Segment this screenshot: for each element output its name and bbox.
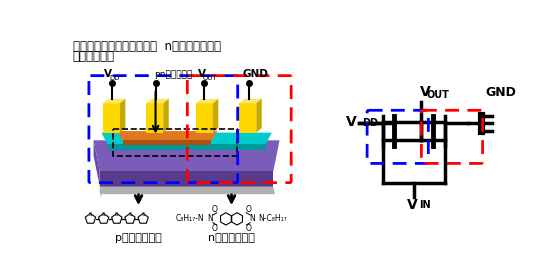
Polygon shape [239,99,262,103]
Text: DD: DD [109,75,119,81]
Polygon shape [107,144,266,150]
Text: C₈H₁₇-N: C₈H₁₇-N [176,214,205,223]
Polygon shape [100,186,275,194]
Text: p型有機半導体: p型有機半導体 [115,233,162,243]
Polygon shape [196,99,218,103]
Text: GND: GND [486,86,516,99]
Text: N: N [250,214,255,223]
Polygon shape [146,103,163,133]
Polygon shape [101,133,272,144]
Polygon shape [100,171,273,186]
Text: IN: IN [419,200,431,209]
Polygon shape [100,186,101,198]
Polygon shape [103,103,120,133]
Text: アンチ・アンバイポーラー  n型トランジスタ: アンチ・アンバイポーラー n型トランジスタ [73,40,221,53]
Text: V: V [420,85,431,99]
Polygon shape [146,99,169,103]
Text: OUT: OUT [203,75,218,81]
Text: GND: GND [243,69,268,79]
Text: S: S [128,212,132,217]
Polygon shape [196,103,213,133]
Text: V: V [198,69,206,79]
Text: N-C₈H₁₇: N-C₈H₁₇ [258,214,287,223]
Text: O: O [246,224,251,233]
Polygon shape [123,140,211,145]
Bar [113,129,237,156]
Text: O: O [212,224,217,233]
Polygon shape [239,103,256,133]
Text: S: S [115,212,119,217]
Text: S: S [102,212,106,217]
Polygon shape [117,131,218,140]
Text: OUT: OUT [427,90,450,100]
Text: V: V [104,69,112,79]
Text: S: S [141,212,145,217]
Text: n型有機半導体: n型有機半導体 [208,233,255,243]
Polygon shape [103,99,125,103]
Text: N: N [208,214,213,223]
Text: DD: DD [362,118,378,128]
Text: O: O [246,205,251,214]
Text: V: V [345,115,356,129]
Polygon shape [163,99,169,133]
Text: V: V [406,198,417,212]
Polygon shape [120,99,125,133]
Text: S: S [89,212,92,217]
Text: トランジスタ: トランジスタ [73,50,114,63]
Polygon shape [94,140,279,171]
Polygon shape [94,140,100,186]
Polygon shape [256,99,262,133]
Text: pnヘテロ界面: pnヘテロ界面 [154,70,192,79]
Text: O: O [212,205,217,214]
Polygon shape [213,99,218,133]
